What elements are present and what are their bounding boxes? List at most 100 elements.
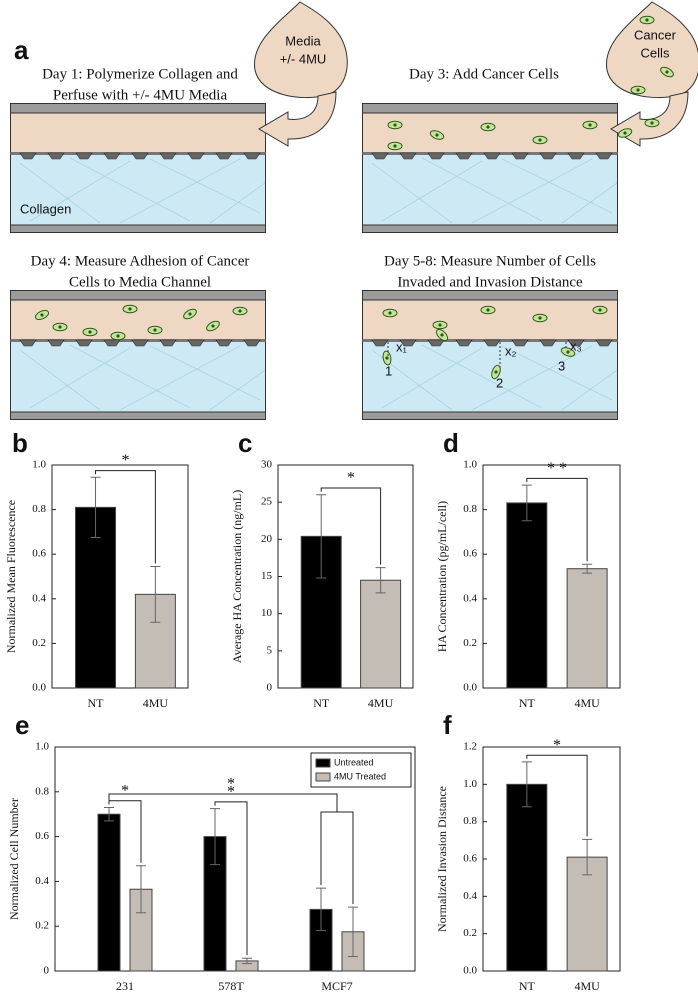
y-tick-label: 0.0 — [32, 682, 46, 694]
error-bar — [150, 565, 161, 623]
y-tick-label: 0.2 — [463, 637, 477, 649]
plot-frame — [482, 464, 621, 689]
significance-label: * — [227, 784, 235, 801]
x-tick-label: NT — [519, 979, 536, 993]
y-tick-label: 30 — [261, 459, 273, 471]
step-title: Day 4: Measure Adhesion of Cancer — [31, 253, 250, 269]
x-tick-label: 4MU — [368, 696, 394, 710]
x-tick-label: NT — [88, 696, 105, 710]
significance-label: * — [347, 470, 355, 487]
error-bar — [582, 563, 593, 574]
y-tick-label: 0.0 — [463, 682, 477, 694]
error-bar — [316, 887, 326, 932]
significance-bracket — [95, 470, 156, 564]
bar — [360, 579, 402, 689]
media-bubble — [253, 1, 348, 147]
y-tick-label: 0.8 — [32, 503, 46, 515]
y-tick-label: 0.0 — [463, 965, 477, 977]
legend-swatch — [315, 758, 331, 768]
distance-label: x₃ — [570, 338, 582, 353]
cell-label: 2 — [496, 375, 503, 390]
cell-label: 3 — [558, 358, 565, 373]
bar — [566, 856, 608, 972]
error-bar — [582, 838, 593, 876]
y-tick-label: 10 — [261, 607, 273, 619]
x-tick-label: NT — [519, 696, 536, 710]
bubble-text: +/- 4MU — [280, 51, 327, 66]
panel-letter: d — [443, 428, 459, 458]
y-tick-label: 0.4 — [463, 890, 477, 902]
y-tick-label: 1.0 — [463, 778, 477, 790]
significance-label: * * — [547, 460, 567, 477]
x-tick-label: 4MU — [143, 696, 169, 710]
y-tick-label: 1.2 — [463, 741, 477, 753]
significance-label: * — [121, 782, 129, 799]
y-axis-label: Normalized Invasion Distance — [435, 786, 449, 932]
device — [10, 290, 266, 420]
y-axis-label: Average HA Concentration (ng/mL) — [230, 490, 244, 663]
distance-label: x₁ — [396, 339, 408, 354]
y-tick-label: 0.4 — [32, 592, 46, 604]
panel-letter: f — [443, 710, 452, 740]
y-axis-label: HA Concentration (pg/mL/cell) — [435, 501, 449, 652]
error-bar — [242, 957, 252, 965]
significance-bracket — [214, 801, 248, 956]
y-tick-label: 1.0 — [32, 459, 46, 471]
step-title: Invaded and Invasion Distance — [397, 274, 583, 290]
y-tick-label: 0.2 — [32, 637, 46, 649]
x-tick-label: 4MU — [574, 696, 600, 710]
panel-letter: b — [12, 428, 28, 458]
step-title: Day 5-8: Measure Number of Cells — [384, 253, 596, 269]
x-tick-label: MCF7 — [321, 979, 352, 993]
significance-bracket — [526, 754, 588, 837]
y-axis-label: Normalized Mean Fluorescence — [4, 500, 18, 653]
bar — [300, 535, 342, 689]
y-tick-label: 0.6 — [463, 548, 477, 560]
significance-bracket — [108, 793, 354, 905]
y-tick-label: 5 — [267, 644, 273, 656]
error-bar — [521, 761, 532, 808]
y-tick-label: 0.8 — [35, 785, 49, 797]
panel-letter: e — [15, 710, 29, 740]
significance-label: * — [227, 776, 235, 793]
error-bar — [136, 865, 146, 914]
error-bar — [348, 906, 358, 957]
bar — [566, 568, 608, 689]
legend-label: 4MU Treated — [334, 771, 386, 781]
error-bar — [90, 476, 101, 538]
y-tick-label: 0.6 — [463, 853, 477, 865]
bar — [506, 783, 548, 972]
step-title: Day 3: Add Cancer Cells — [409, 66, 559, 82]
y-tick-label: 0.8 — [463, 815, 477, 827]
y-tick-label: 0 — [267, 682, 273, 694]
error-bar — [316, 494, 327, 579]
legend-label: Untreated — [334, 757, 374, 767]
y-tick-label: 0 — [44, 965, 50, 977]
panel-letter: a — [14, 35, 29, 65]
step-title: Perfuse with +/- 4MU Media — [53, 87, 228, 103]
y-tick-label: 0.6 — [35, 830, 49, 842]
step-title: Day 1: Polymerize Collagen and — [42, 66, 238, 82]
x-tick-label: 4MU — [574, 979, 600, 993]
bubble-text: Cancer — [634, 27, 677, 42]
y-tick-label: 0.4 — [463, 592, 477, 604]
error-bar — [104, 806, 114, 822]
step-title: Cells to Media Channel — [69, 274, 211, 290]
bubble-text: Media — [285, 33, 321, 48]
error-bar — [210, 808, 220, 866]
plot-frame — [54, 746, 416, 972]
distance-label: x₂ — [505, 343, 517, 358]
bar — [506, 502, 548, 689]
x-tick-label: NT — [313, 696, 330, 710]
significance-bracket — [526, 477, 588, 562]
y-tick-label: 25 — [261, 496, 273, 508]
y-tick-label: 15 — [261, 570, 273, 582]
significance-label: * — [553, 737, 561, 754]
bar — [97, 813, 121, 972]
y-tick-label: 1.0 — [35, 741, 49, 753]
bubble-text: Cells — [641, 45, 670, 60]
panel-letter: c — [238, 428, 252, 458]
legend-swatch — [315, 772, 331, 782]
x-tick-label: 578T — [218, 979, 244, 993]
